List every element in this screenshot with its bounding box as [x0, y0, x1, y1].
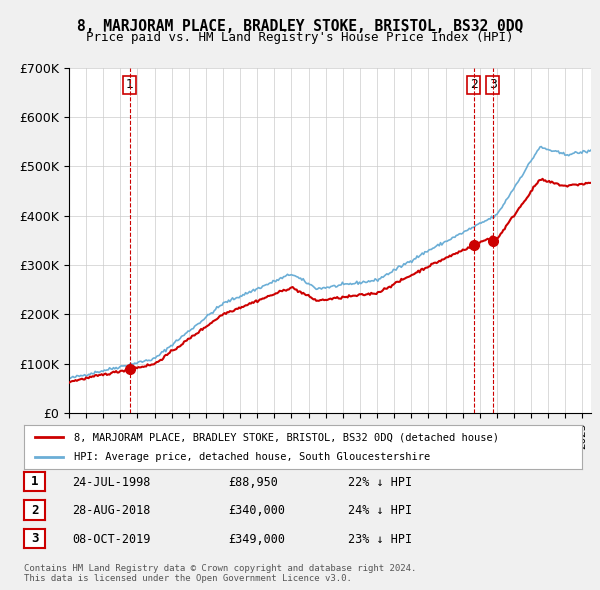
Text: 23% ↓ HPI: 23% ↓ HPI [348, 533, 412, 546]
Text: Contains HM Land Registry data © Crown copyright and database right 2024.
This d: Contains HM Land Registry data © Crown c… [24, 563, 416, 583]
Text: HPI: Average price, detached house, South Gloucestershire: HPI: Average price, detached house, Sout… [74, 452, 430, 461]
Text: 2: 2 [470, 78, 478, 91]
Text: 08-OCT-2019: 08-OCT-2019 [72, 533, 151, 546]
Text: £88,950: £88,950 [228, 476, 278, 489]
Text: 1: 1 [126, 78, 134, 91]
Text: 24-JUL-1998: 24-JUL-1998 [72, 476, 151, 489]
Text: 1: 1 [31, 475, 38, 489]
Text: 24% ↓ HPI: 24% ↓ HPI [348, 504, 412, 517]
Text: 8, MARJORAM PLACE, BRADLEY STOKE, BRISTOL, BS32 0DQ (detached house): 8, MARJORAM PLACE, BRADLEY STOKE, BRISTO… [74, 432, 499, 442]
Text: 8, MARJORAM PLACE, BRADLEY STOKE, BRISTOL, BS32 0DQ: 8, MARJORAM PLACE, BRADLEY STOKE, BRISTO… [77, 19, 523, 34]
Text: 3: 3 [489, 78, 497, 91]
Text: 2: 2 [31, 503, 38, 517]
Text: £349,000: £349,000 [228, 533, 285, 546]
Text: £340,000: £340,000 [228, 504, 285, 517]
Text: 22% ↓ HPI: 22% ↓ HPI [348, 476, 412, 489]
Text: 28-AUG-2018: 28-AUG-2018 [72, 504, 151, 517]
Text: 3: 3 [31, 532, 38, 545]
Text: Price paid vs. HM Land Registry's House Price Index (HPI): Price paid vs. HM Land Registry's House … [86, 31, 514, 44]
